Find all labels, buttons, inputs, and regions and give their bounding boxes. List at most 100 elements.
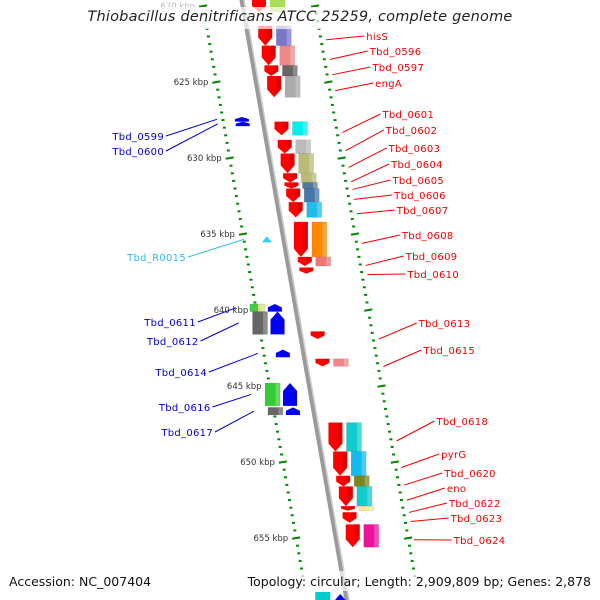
gene-label[interactable]: Tbd_0604 bbox=[390, 160, 443, 171]
forward-gene-arrow[interactable] bbox=[277, 139, 292, 154]
forward-gene-arrow[interactable] bbox=[310, 331, 325, 339]
minor-tick bbox=[356, 248, 360, 251]
gene-enga[interactable] bbox=[267, 75, 301, 98]
forward-gene-arrow[interactable] bbox=[284, 182, 299, 189]
gene-label[interactable]: Tbd_0605 bbox=[391, 176, 444, 187]
gene-tbd_0599[interactable] bbox=[234, 117, 249, 122]
gene-tbd_0605[interactable] bbox=[284, 181, 318, 189]
reverse-gene-arrow[interactable] bbox=[267, 304, 282, 312]
gene-tbd_0609[interactable] bbox=[297, 256, 332, 267]
gene-tbd_0612[interactable] bbox=[252, 311, 285, 335]
reverse-gene-arrow[interactable] bbox=[234, 117, 249, 122]
gene-label[interactable]: Tbd_0617 bbox=[160, 428, 213, 439]
partial-genes-bottom bbox=[315, 592, 346, 600]
gene-tbd_0615[interactable] bbox=[315, 358, 349, 367]
gene-label[interactable]: Tbd_0597 bbox=[371, 63, 424, 74]
gene-tbd_0611[interactable] bbox=[249, 303, 282, 313]
gene-label[interactable]: Tbd_0610 bbox=[406, 270, 459, 281]
gene-eno[interactable] bbox=[338, 485, 373, 507]
gene-labels-layer: hisS Tbd_0596 Tbd_0597 engA Tbd_0599 Tbd_0600… bbox=[111, 32, 505, 547]
gene-label[interactable]: hisS bbox=[366, 32, 388, 43]
forward-gene-arrow[interactable] bbox=[274, 121, 289, 136]
gene-tbd_0622[interactable] bbox=[340, 505, 375, 512]
gene-label[interactable]: Tbd_0606 bbox=[393, 191, 446, 202]
gene-tbd_0607[interactable] bbox=[288, 201, 323, 218]
gene-label[interactable]: Tbd_0615 bbox=[422, 346, 475, 357]
gene-label[interactable]: Tbd_0611 bbox=[143, 318, 196, 329]
gene-tbd_0600[interactable] bbox=[235, 121, 250, 127]
major-tick bbox=[225, 156, 234, 160]
forward-gene-arrow[interactable] bbox=[261, 45, 276, 66]
forward-gene-arrow[interactable] bbox=[258, 25, 273, 46]
reverse-gene-arrow[interactable] bbox=[275, 349, 290, 358]
forward-gene-arrow[interactable] bbox=[297, 256, 312, 266]
reverse-gene-arrow[interactable] bbox=[283, 383, 298, 406]
reverse-gene-arrow[interactable] bbox=[285, 407, 300, 415]
gene-label[interactable]: Tbd_0624 bbox=[453, 536, 506, 547]
gene-tbd_0604[interactable] bbox=[283, 172, 317, 183]
gene-tbd_0616[interactable] bbox=[264, 382, 298, 407]
gene-tbd_r0015[interactable] bbox=[261, 236, 272, 243]
forward-gene-arrow[interactable] bbox=[280, 153, 295, 174]
gene-label[interactable]: Tbd_0623 bbox=[450, 514, 503, 525]
gene-label[interactable]: Tbd_0602 bbox=[385, 126, 438, 137]
gene-tbd_0624[interactable] bbox=[345, 523, 380, 548]
gene-label[interactable]: Tbd_0608 bbox=[401, 231, 454, 242]
forward-gene-arrow-shade bbox=[273, 65, 279, 75]
forward-gene-arrow[interactable] bbox=[338, 486, 353, 507]
reverse-gene-arrow[interactable] bbox=[270, 311, 285, 335]
forward-gene-arrow[interactable] bbox=[342, 512, 357, 523]
cog-category-box bbox=[282, 65, 298, 76]
gene-label[interactable]: Tbd_0616 bbox=[158, 403, 211, 414]
gene-label[interactable]: Tbd_0618 bbox=[435, 417, 488, 428]
forward-gene-arrow[interactable] bbox=[340, 506, 355, 511]
gene-label[interactable]: Tbd_0599 bbox=[111, 132, 164, 143]
gene-tbd_0614[interactable] bbox=[275, 349, 290, 358]
forward-gene-arrow[interactable] bbox=[264, 65, 279, 76]
gene-pyrg[interactable] bbox=[333, 450, 367, 477]
gene-label[interactable]: Tbd_0614 bbox=[154, 368, 207, 379]
forward-gene-arrow[interactable] bbox=[293, 221, 308, 257]
forward-gene-arrow[interactable] bbox=[288, 202, 303, 218]
forward-gene-arrow[interactable] bbox=[333, 451, 348, 476]
gene-label[interactable]: eno bbox=[447, 484, 467, 495]
gene-label[interactable]: Tbd_R0015 bbox=[126, 253, 186, 264]
gene-label[interactable]: Tbd_0613 bbox=[418, 319, 471, 330]
forward-gene-arrow[interactable] bbox=[267, 76, 282, 98]
gene-label[interactable]: Tbd_0603 bbox=[388, 144, 441, 155]
gene-tbd_0613[interactable] bbox=[310, 331, 325, 339]
accession-label: Accession: NC_007404 bbox=[9, 574, 152, 589]
forward-gene-arrow[interactable] bbox=[299, 267, 314, 274]
forward-gene-arrow[interactable] bbox=[345, 524, 360, 548]
gene-label[interactable]: Tbd_0620 bbox=[443, 469, 496, 480]
gene-label[interactable]: Tbd_0601 bbox=[381, 110, 434, 121]
gene-tbd_0596[interactable] bbox=[261, 45, 296, 66]
forward-gene-arrow[interactable] bbox=[286, 188, 301, 203]
gene-label[interactable]: Tbd_0622 bbox=[448, 499, 501, 510]
gene-tbd_0603[interactable] bbox=[280, 153, 315, 174]
gene-label[interactable]: Tbd_0600 bbox=[111, 147, 164, 158]
gene-tbd_0606[interactable] bbox=[286, 187, 320, 203]
gene-tbd_0608[interactable] bbox=[293, 221, 328, 258]
gene-label[interactable]: pyrG bbox=[441, 450, 466, 461]
minor-tick bbox=[368, 316, 372, 319]
forward-gene-arrow[interactable] bbox=[283, 173, 298, 183]
gene-tbd_0610[interactable] bbox=[299, 267, 314, 274]
reverse-gene-arrow[interactable] bbox=[235, 121, 250, 127]
forward-gene-arrow[interactable] bbox=[328, 422, 343, 452]
gene-tbd_0623[interactable] bbox=[342, 512, 357, 523]
gene-tbd_0597[interactable] bbox=[264, 64, 298, 77]
gene-tbd_0601[interactable] bbox=[274, 121, 308, 136]
gene-label[interactable]: Tbd_0596 bbox=[369, 47, 422, 58]
gene-tbd_0620[interactable] bbox=[336, 475, 370, 487]
forward-gene-arrow[interactable] bbox=[315, 358, 330, 367]
gene-label[interactable]: Tbd_0612 bbox=[146, 337, 199, 348]
forward-gene-arrow[interactable] bbox=[336, 475, 351, 487]
gene-label[interactable]: engA bbox=[375, 79, 402, 90]
gene-tbd_0618[interactable] bbox=[328, 422, 362, 452]
rna-gene-marker[interactable] bbox=[261, 236, 272, 243]
gene-tbd_0617[interactable] bbox=[267, 406, 300, 416]
gene-label[interactable]: Tbd_0607 bbox=[396, 206, 449, 217]
gene-label[interactable]: Tbd_0609 bbox=[405, 252, 458, 263]
gene-tbd_0602[interactable] bbox=[277, 139, 312, 155]
